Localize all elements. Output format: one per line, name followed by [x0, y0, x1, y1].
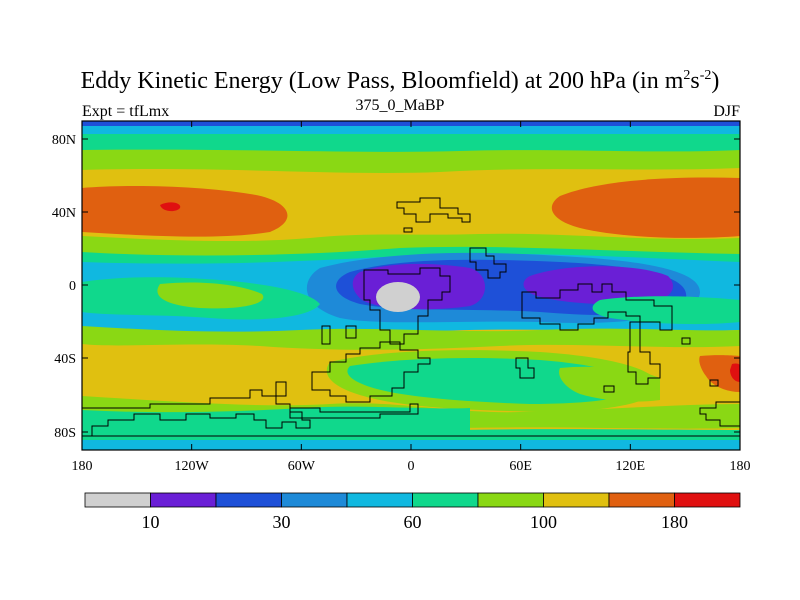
- lat-tick-label: 80S: [54, 426, 76, 441]
- lon-tick-label: 60W: [288, 459, 316, 474]
- lon-tick-label: 180: [730, 459, 751, 474]
- colorbar-label: 60: [404, 512, 422, 532]
- colorbar-swatch: [215, 492, 282, 508]
- lat-tick-label: 0: [69, 279, 76, 294]
- filled-contours: [82, 121, 740, 450]
- time-label: 375_0_MaBP: [355, 97, 445, 114]
- colorbar-label: 30: [273, 512, 291, 532]
- colorbar-swatch: [477, 492, 544, 508]
- colorbar-swatch: [674, 492, 741, 508]
- axis-ticks: 80N 40N 0 40S 80S 180 120W 60W 0 60E 120E 180: [52, 121, 751, 474]
- colorbar-swatch: [346, 492, 413, 508]
- colorbar-swatch: [84, 492, 151, 508]
- lon-tick-label: 180: [72, 459, 93, 474]
- colorbar-swatch: [412, 492, 479, 508]
- lat-tick-label: 40S: [54, 352, 76, 367]
- colorbar-swatch: [150, 492, 217, 508]
- lon-tick-label: 120E: [616, 459, 646, 474]
- colorbar-label: 180: [661, 512, 688, 532]
- colorbar-swatch: [281, 492, 348, 508]
- coastlines: [82, 197, 740, 437]
- lat-tick-label: 40N: [52, 206, 76, 221]
- colorbar-label: 100: [530, 512, 557, 532]
- lon-tick-label: 120W: [175, 459, 210, 474]
- colorbar-swatch: [543, 492, 610, 508]
- colorbar: 10 30 60 100 180: [84, 492, 741, 532]
- lon-tick-label: 0: [408, 459, 415, 474]
- colorbar-swatch: [608, 492, 675, 508]
- colorbar-label: 10: [142, 512, 160, 532]
- map-title: Eddy Kinetic Energy (Low Pass, Bloomfiel…: [80, 68, 720, 94]
- experiment-label: Expt = tfLmx: [82, 103, 170, 120]
- lon-tick-label: 60E: [509, 459, 532, 474]
- season-label: DJF: [713, 103, 740, 120]
- lat-tick-label: 80N: [52, 133, 76, 148]
